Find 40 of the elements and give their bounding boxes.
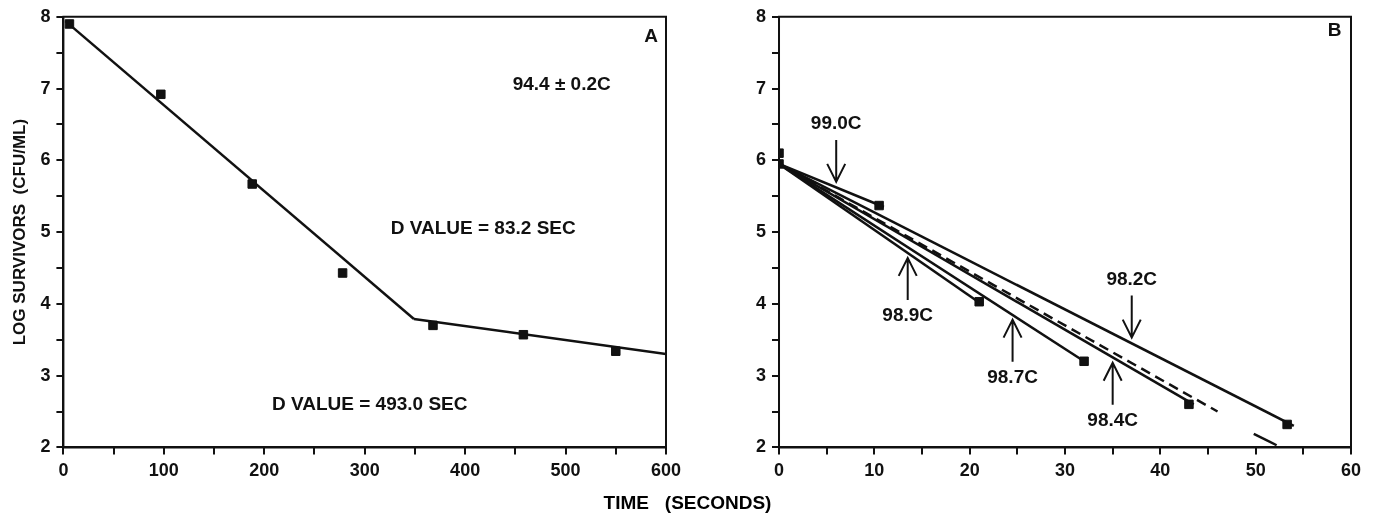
y-tick-label: 3 [40,364,51,385]
x-tick-label: 30 [1054,460,1076,481]
y-tick-label: 5 [40,221,51,242]
annotation: D VALUE = 83.2 SEC [390,216,576,238]
x-tick-label: 10 [864,460,885,481]
x-tick-label: 50 [1245,460,1266,481]
x-tick-label: 200 [249,460,280,481]
y-tick-label: 2 [40,436,51,457]
annotation: D VALUE = 493.0 SEC [271,392,468,414]
y-tick-label: 6 [756,149,767,170]
x-tick-label: 300 [349,460,380,481]
x-tick-label: 500 [550,460,581,481]
annotation: 98.4C [1087,408,1139,430]
y-tick-label: 5 [756,221,767,242]
y-tick-label: 8 [756,5,767,26]
y-tick-label: 2 [756,436,767,457]
x-tick-label: 60 [1340,460,1362,481]
annotation: 98.7C [987,365,1039,387]
y-tick-label: 6 [40,149,51,170]
annotation: 98.2C [1106,267,1158,289]
annotation: B [1327,19,1342,41]
x-axis-title: TIME (SECONDS) [602,492,773,514]
x-tick-label: 0 [774,460,785,481]
x-tick-label: 0 [58,460,69,481]
x-tick-label: 100 [148,460,179,481]
y-tick-label: 8 [40,5,51,26]
y-tick-label: 7 [40,77,51,98]
x-tick-label: 600 [650,460,682,481]
annotation: A [644,25,659,47]
annotation: 98.9C [882,304,934,326]
x-tick-label: 40 [1150,460,1171,481]
annotation: 94.4 ± 0.2C [512,73,612,95]
x-tick-label: 400 [450,460,481,481]
y-tick-label: 7 [756,77,767,98]
y-axis-title: LOG SURVIVORS (CFU/ML) [9,118,29,346]
y-tick-label: 3 [756,364,767,385]
annotation: 99.0C [810,112,862,134]
y-tick-label: 4 [756,292,767,313]
x-tick-label: 20 [959,460,980,481]
y-tick-label: 4 [40,292,51,313]
